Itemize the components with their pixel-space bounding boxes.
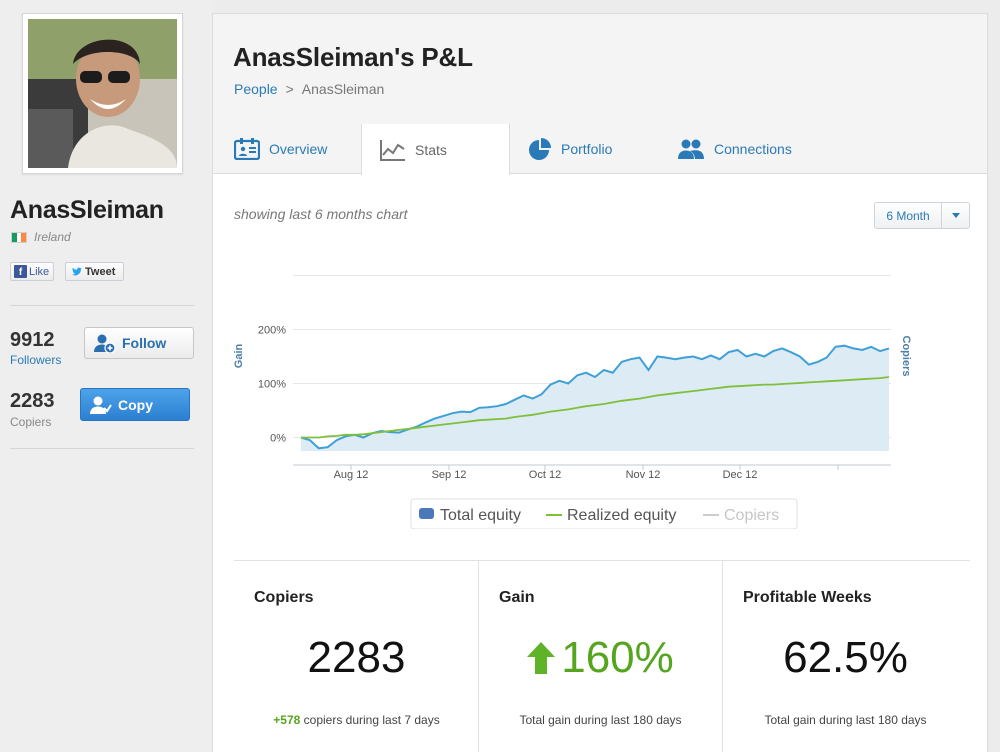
legend-label: Copiers (724, 507, 779, 524)
legend-label: Realized equity (567, 507, 676, 524)
y-axis-right-label: Copiers (900, 336, 912, 377)
sidebar-divider (10, 448, 194, 449)
breadcrumb-people-link[interactable]: People (234, 81, 278, 97)
range-value: 6 Month (875, 203, 942, 228)
profile-sidebar: AnasSleiman Ireland f Like Tweet 9912 Fo… (0, 0, 212, 752)
copiers-summary-subtitle: +578 copiers during last 7 days (234, 713, 479, 727)
copiers-summary-title: Copiers (254, 589, 314, 606)
breadcrumb-current: AnasSleiman (301, 81, 385, 97)
facebook-icon: f (14, 265, 27, 278)
country-name: Ireland (34, 230, 71, 244)
twitter-bird-icon (72, 267, 82, 275)
follow-button[interactable]: Follow (84, 327, 194, 359)
pie-chart-icon (529, 138, 551, 160)
copiers-count: 2283 (10, 390, 55, 412)
profitable-weeks-subtitle: Total gain during last 180 days (764, 713, 927, 727)
profitable-weeks-title: Profitable Weeks (743, 589, 872, 606)
facebook-like-button[interactable]: f Like (10, 262, 54, 281)
arrow-up-icon (527, 642, 556, 674)
user-name: AnasSleiman (10, 196, 164, 224)
sidebar-divider (10, 305, 194, 306)
y-axis-left-label: Gain (233, 343, 245, 368)
followers-count: 9912 (10, 329, 55, 351)
overview-icon (234, 138, 260, 160)
chevron-down-icon (942, 203, 969, 228)
chart-legend (410, 498, 798, 529)
copiers-summary: Copiers 2283 +578 copiers during last 7 … (234, 561, 479, 752)
follow-label: Follow (122, 335, 167, 351)
chart-caption: showing last 6 months chart (234, 206, 408, 222)
gain-summary-title: Gain (499, 589, 535, 606)
summary-divider (234, 560, 970, 561)
avatar-photo (28, 19, 177, 168)
legend-label: Total equity (440, 507, 521, 524)
equity-chart: Gain Copiers 200% 100% 0% Aug 12 Sep 12 Oct 1… (213, 244, 987, 529)
breadcrumb-separator: > (285, 81, 294, 97)
x-tick-label: Nov 12 (626, 469, 661, 481)
tab-connections[interactable]: Connections (677, 124, 837, 174)
breadcrumb: People > AnasSleiman (234, 81, 384, 97)
copiers-change-text: copiers during last 7 days (300, 713, 440, 727)
copiers-summary-value: 2283 (307, 633, 406, 682)
tab-portfolio-label: Portfolio (561, 141, 613, 157)
tab-stats-label: Stats (415, 141, 447, 158)
like-label: Like (29, 265, 50, 278)
gain-summary-subtitle: Total gain during last 180 days (519, 713, 682, 727)
gain-summary-value: 160% (479, 633, 722, 683)
copy-button[interactable]: Copy (80, 388, 190, 421)
y-tick-label: 100% (258, 379, 286, 391)
range-dropdown[interactable]: 6 Month (874, 202, 970, 229)
total-equity-area (301, 345, 889, 451)
gain-value-text: 160% (561, 633, 674, 682)
tab-stats[interactable]: Stats (361, 124, 510, 175)
realized-equity-line (301, 376, 890, 439)
copiers-label: Copiers (10, 415, 52, 429)
page-header: AnasSleiman's P&L People > AnasSleiman (213, 14, 987, 124)
copiers-change: +578 (273, 713, 301, 727)
y-tick-label: 0% (270, 433, 286, 445)
x-tick-label: Oct 12 (529, 469, 561, 481)
people-icon (678, 139, 704, 159)
total-equity-line (300, 344, 890, 450)
tweet-label: Tweet (85, 265, 116, 278)
page-title: AnasSleiman's P&L (233, 42, 473, 72)
equity-chart-svg: Gain Copiers 200% 100% 0% Aug 12 Sep 12 Oct 1… (233, 275, 912, 529)
tab-portfolio[interactable]: Portfolio (528, 124, 658, 174)
x-tick-label: Sep 12 (432, 469, 467, 481)
x-tick-label: Aug 12 (334, 469, 369, 481)
avatar[interactable] (22, 13, 183, 174)
tweet-button[interactable]: Tweet (65, 262, 124, 281)
y-tick-label: 200% (258, 325, 286, 337)
gain-summary: Gain 160% Total gain during last 180 day… (478, 561, 723, 752)
legend-swatch (419, 508, 434, 519)
tab-bar: Overview Stats Portfolio Connections (213, 124, 987, 175)
copy-label: Copy (118, 396, 153, 413)
main-panel: AnasSleiman's P&L People > AnasSleiman O… (212, 13, 988, 752)
followers-label[interactable]: Followers (10, 353, 62, 367)
follow-user-icon (94, 334, 116, 353)
copy-user-icon (90, 396, 112, 414)
tab-connections-label: Connections (714, 141, 792, 157)
country: Ireland (11, 230, 71, 244)
tab-overview-label: Overview (269, 141, 328, 157)
ireland-flag-icon (11, 231, 27, 243)
tab-overview[interactable]: Overview (234, 124, 362, 174)
profitable-weeks-value: 62.5% (783, 633, 908, 682)
stats-icon (380, 139, 405, 161)
profitable-weeks-summary: Profitable Weeks 62.5% Total gain during… (723, 561, 968, 752)
x-tick-label: Dec 12 (723, 469, 758, 481)
